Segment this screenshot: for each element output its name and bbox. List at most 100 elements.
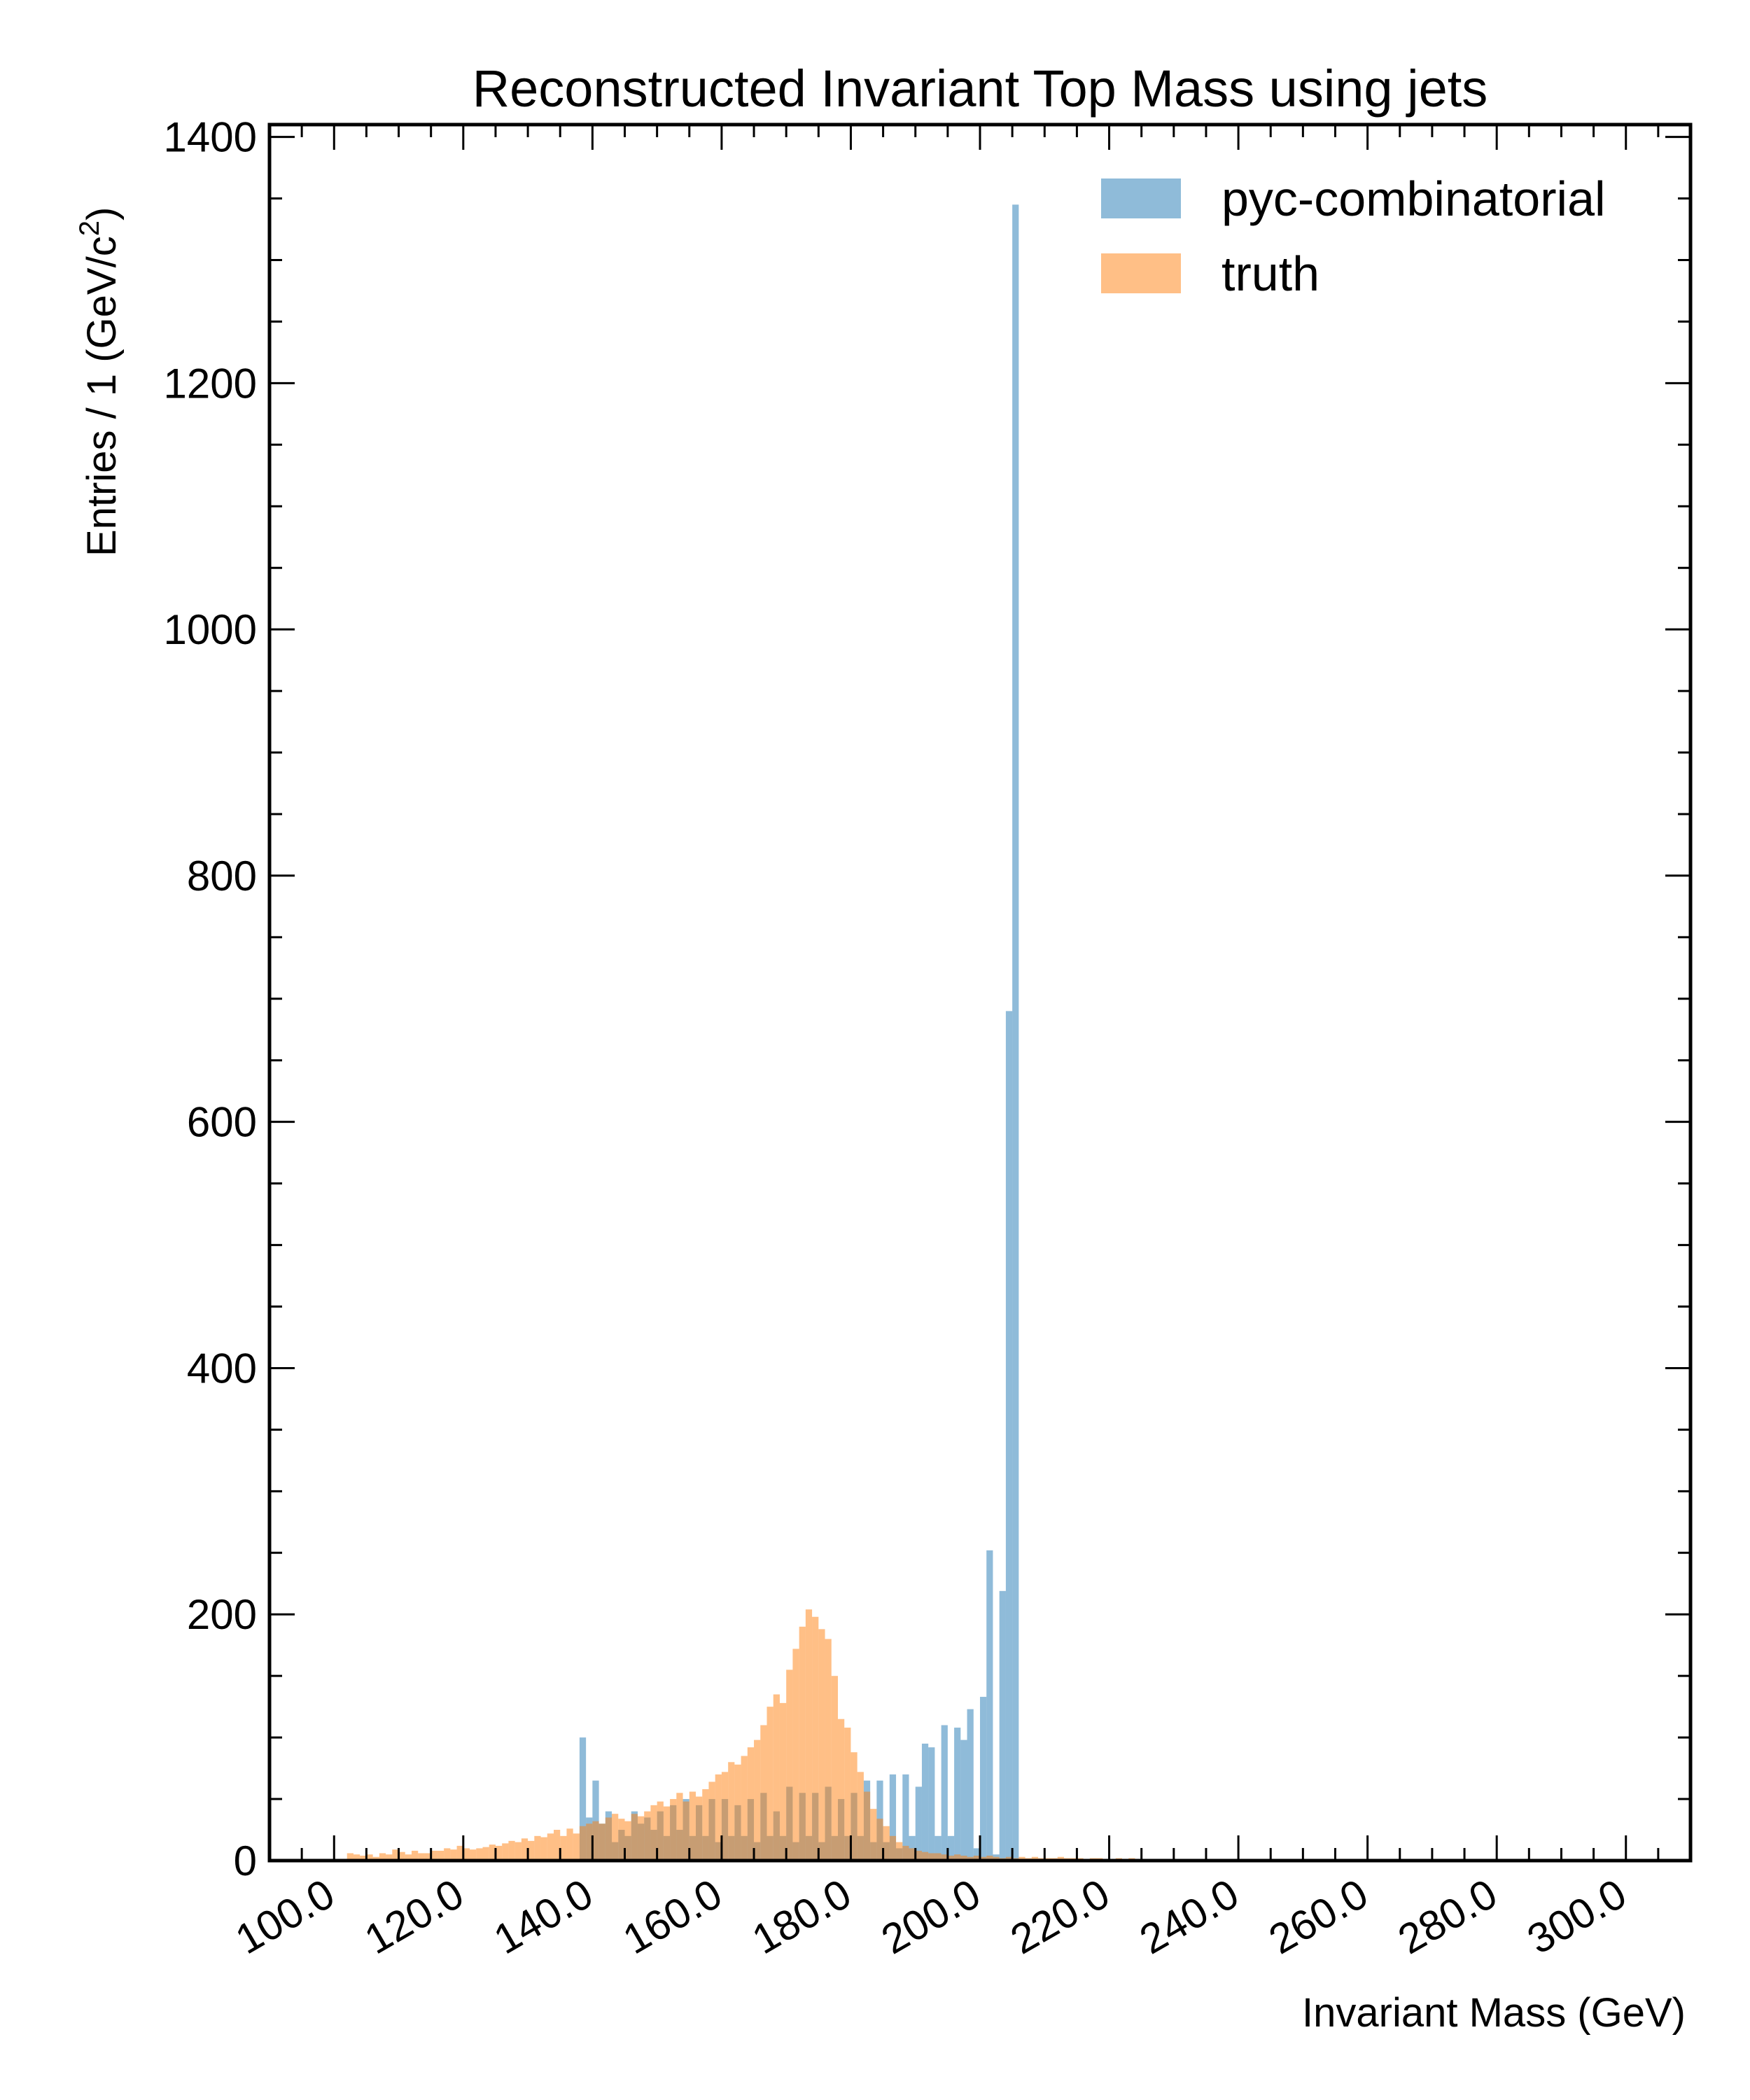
y-tick-label: 1400	[164, 114, 257, 161]
histogram-bar	[456, 1845, 463, 1861]
histogram-bar	[637, 1816, 645, 1861]
histogram-bar	[702, 1788, 709, 1861]
histogram-bar	[424, 1853, 431, 1861]
histogram-bar	[586, 1823, 593, 1861]
histogram-bar	[437, 1850, 444, 1861]
legend: pyc-combinatorial truth	[1101, 172, 1606, 301]
histogram-bar	[663, 1806, 671, 1861]
axis-ticks	[270, 125, 1690, 1862]
histogram-bar	[715, 1774, 722, 1861]
histogram-bar	[1018, 1856, 1026, 1861]
histogram-bar	[392, 1849, 399, 1861]
histogram-bar	[476, 1848, 483, 1861]
histogram-bar	[1031, 1856, 1039, 1861]
y-tick-label: 800	[187, 853, 257, 899]
histogram-bar	[954, 1854, 961, 1861]
histogram-bar	[502, 1843, 509, 1861]
histogram-bar	[689, 1791, 696, 1861]
histogram-bar	[902, 1774, 909, 1861]
histogram-bar	[514, 1842, 522, 1861]
histogram-bar	[857, 1772, 864, 1861]
histogram-bar	[844, 1728, 851, 1861]
histogram-bar	[495, 1845, 503, 1861]
histogram-bar	[883, 1826, 890, 1861]
histogram-bar	[489, 1844, 496, 1861]
histogram-bar	[644, 1811, 651, 1861]
histogram-bar	[612, 1814, 619, 1861]
histogram-bar	[450, 1849, 457, 1861]
histogram-bar	[825, 1639, 832, 1861]
histogram-bar	[941, 1725, 948, 1861]
histogram-bar	[967, 1856, 974, 1861]
histogram-bar	[470, 1849, 477, 1861]
histogram-bar	[508, 1840, 515, 1861]
histogram-bar	[941, 1854, 948, 1861]
histogram-bar	[928, 1853, 935, 1861]
histogram-bar	[799, 1626, 806, 1861]
histogram-bar	[889, 1835, 897, 1861]
histogram-bar	[773, 1694, 780, 1861]
histogram-bar	[521, 1838, 528, 1861]
histogram-bar	[986, 1855, 993, 1861]
histogram-bar	[657, 1801, 664, 1861]
histogram-bar	[605, 1817, 612, 1861]
histogram-bar	[624, 1821, 631, 1861]
histogram-bar	[598, 1823, 606, 1861]
histogram-bar	[805, 1609, 813, 1861]
histogram-bar	[870, 1809, 877, 1861]
histogram-bar	[579, 1826, 587, 1861]
histogram-bar	[889, 1774, 897, 1861]
histogram-bar	[379, 1853, 386, 1861]
histogram-bar	[560, 1835, 567, 1861]
histogram-bar	[850, 1752, 858, 1861]
histogram-bar	[360, 1855, 367, 1861]
histogram-bar	[876, 1819, 883, 1861]
histogram-bar	[650, 1805, 657, 1861]
histogram-bars	[346, 204, 1374, 1861]
histogram-bar	[528, 1840, 535, 1861]
histogram-bar	[1057, 1856, 1064, 1861]
histogram-bar	[896, 1842, 903, 1861]
histogram-bar	[760, 1725, 767, 1861]
histogram-bar	[728, 1762, 735, 1861]
histogram-bar	[366, 1854, 373, 1861]
histogram-bar	[980, 1856, 987, 1861]
histogram-bar	[554, 1830, 561, 1861]
histogram-bar	[980, 1697, 987, 1861]
histogram-bar	[928, 1747, 935, 1861]
histogram-bar	[430, 1850, 438, 1861]
histogram-bar	[534, 1835, 541, 1861]
histogram-bar	[482, 1847, 489, 1861]
histogram-bar	[741, 1756, 748, 1861]
histogram-bar	[463, 1848, 470, 1861]
histogram-bar	[708, 1782, 715, 1861]
histogram-bar	[792, 1648, 799, 1861]
histogram-bar	[566, 1828, 573, 1861]
histogram-bar	[386, 1854, 393, 1861]
histogram-bar	[412, 1850, 419, 1861]
histogram-bar	[986, 1550, 993, 1861]
histogram-bar	[967, 1709, 974, 1861]
legend-swatch-truth	[1101, 253, 1181, 293]
histogram-bar	[1005, 1856, 1013, 1861]
histogram-bar	[592, 1821, 599, 1861]
histogram-bar	[863, 1791, 871, 1861]
histogram-bar	[573, 1833, 580, 1861]
histogram-bar	[696, 1796, 703, 1861]
histogram-bar	[947, 1855, 955, 1861]
chart-title: Reconstructed Invariant Top Mass using j…	[472, 59, 1488, 118]
histogram-bar	[960, 1740, 967, 1861]
histogram-bar	[592, 1780, 599, 1861]
histogram-bar	[786, 1670, 793, 1861]
histogram-bar	[747, 1747, 755, 1861]
histogram-bar	[766, 1707, 774, 1861]
histogram-bar	[682, 1801, 690, 1861]
histogram-bar	[418, 1853, 425, 1861]
y-tick-label: 1200	[164, 360, 257, 407]
y-tick-label: 0	[234, 1837, 257, 1884]
histogram-bar	[921, 1743, 929, 1861]
histogram-bar	[909, 1848, 916, 1861]
histogram-bar	[721, 1772, 729, 1861]
histogram-bar	[921, 1851, 929, 1861]
